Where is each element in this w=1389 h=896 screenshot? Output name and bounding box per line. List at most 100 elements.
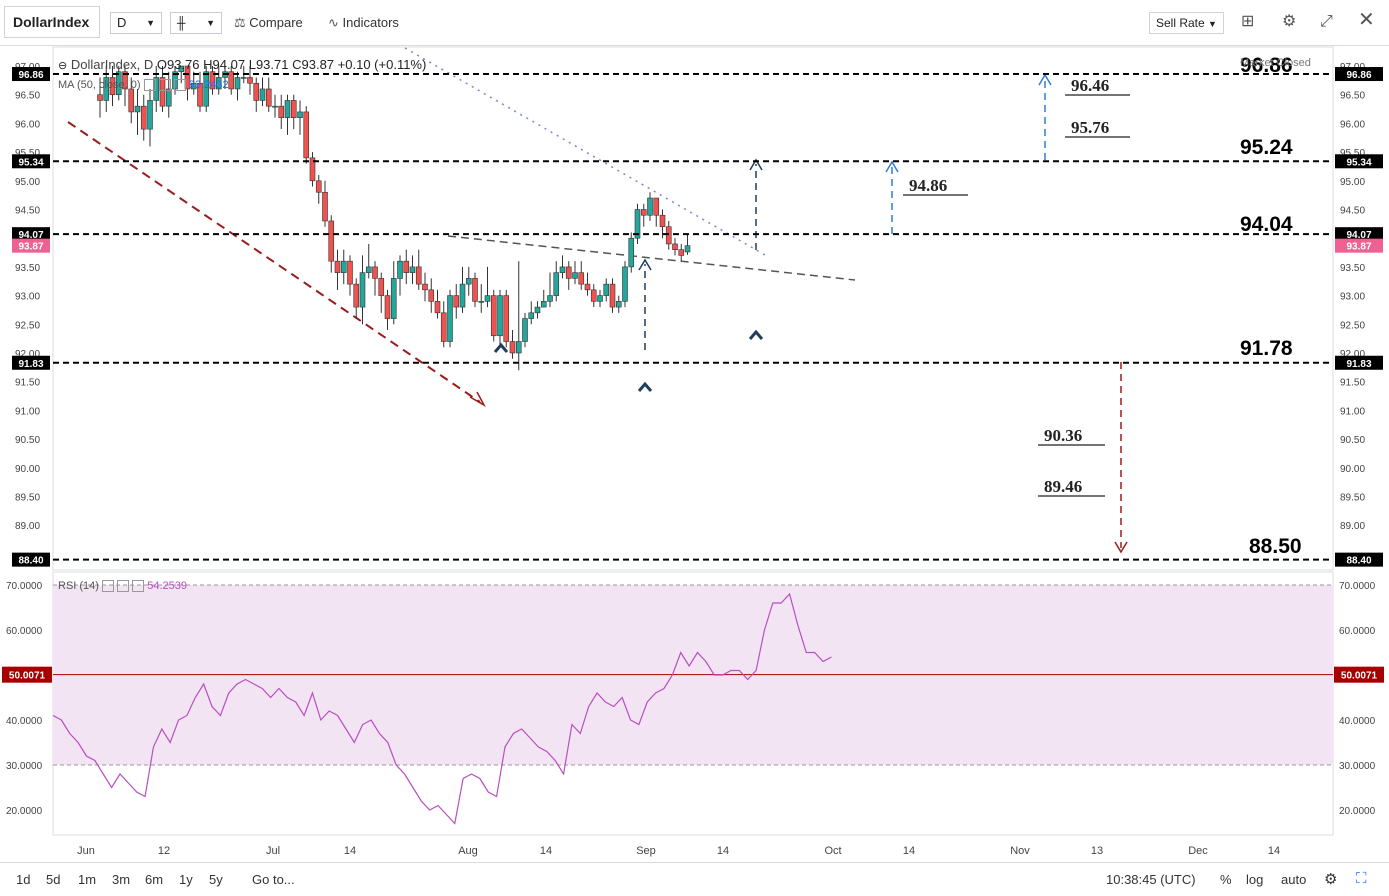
symbol-input[interactable]: DollarIndex (4, 6, 100, 38)
price-tick-label: 95.00 (1340, 177, 1365, 188)
price-tag-label: 95.34 (18, 157, 43, 168)
rsi-value: 54.2539 (147, 580, 187, 592)
candle-body (309, 157, 316, 182)
candle-body (190, 82, 197, 90)
candle-body (372, 266, 378, 279)
price-tick-label: 96.50 (15, 91, 40, 102)
candle-body (178, 65, 185, 73)
close-label: C (292, 57, 302, 72)
ma-label: MA (50, close, 0) (58, 79, 141, 91)
range-1m-button[interactable]: 1m (78, 872, 97, 887)
candle-body (384, 295, 391, 319)
indicators-button[interactable]: ∿ Indicators (328, 14, 399, 32)
candle-body (503, 295, 510, 342)
gear-icon[interactable]: ⚙ (1324, 871, 1338, 888)
interval-select[interactable]: D ▼ (110, 12, 162, 34)
gear-icon[interactable]: ⚙ (1282, 13, 1297, 30)
arrow-head-icon (885, 160, 899, 173)
candle-body (534, 306, 541, 314)
candle-body (247, 77, 253, 84)
candle-body (378, 278, 385, 296)
range-1y-button[interactable]: 1y (179, 872, 193, 887)
remove-icon[interactable] (173, 79, 186, 92)
price-tick-label: 91.00 (15, 406, 40, 417)
fullscreen-icon[interactable]: ⛶ (1356, 870, 1367, 887)
rsi-tick-label: 40.0000 (1339, 716, 1376, 727)
price-tick-label: 89.00 (15, 521, 40, 532)
arrow-head-icon (1114, 541, 1128, 554)
candle-body (303, 111, 310, 159)
low-label: L (248, 57, 256, 72)
candle-body (272, 105, 278, 108)
interval-value: D (117, 15, 127, 30)
price-tick-label: 92.50 (1340, 320, 1365, 331)
candle-body (290, 100, 297, 118)
settings-icon[interactable] (158, 79, 171, 92)
compare-button[interactable]: ⚖ Compare (234, 14, 303, 32)
range-6m-button[interactable]: 6m (145, 872, 164, 887)
log-toggle[interactable]: log (1246, 872, 1264, 887)
candle-body (365, 266, 372, 273)
close-icon[interactable]: ✕ (1358, 9, 1375, 31)
candle-body (253, 82, 260, 101)
candle-body (459, 283, 466, 308)
candle-body (165, 88, 172, 107)
level-annotation: 95.76 (1071, 118, 1109, 137)
candle-body (434, 301, 441, 314)
rsi-tick-label: 60.0000 (6, 626, 43, 637)
price-tag-label: 94.07 (18, 230, 43, 241)
range-5y-button[interactable]: 5y (209, 872, 223, 887)
price-tick-label: 92.00 (1340, 349, 1365, 360)
clock: 10:38:45 (UTC) (1106, 872, 1196, 887)
time-tick-label: Dec (1188, 845, 1208, 857)
price-tick-label: 91.00 (1340, 406, 1365, 417)
change-value: +0.10 (+0.11%) (337, 57, 427, 72)
chart-type-select[interactable]: ╫ ▼ (170, 12, 222, 34)
price-tick-label: 92.50 (15, 320, 40, 331)
eye-icon[interactable] (143, 79, 156, 92)
eye-icon[interactable] (102, 580, 115, 593)
open-value: 93.76 (166, 57, 200, 72)
candle-body (465, 278, 472, 285)
candle-body (265, 88, 272, 107)
fullscreen-icon[interactable]: ⤢ (1320, 13, 1333, 30)
candle-body (415, 266, 422, 285)
goto-button[interactable]: Go to... (252, 872, 295, 887)
candle-body (553, 272, 560, 296)
close-value: 93.87 (301, 57, 335, 72)
candle-body (328, 220, 335, 262)
price-tag-label: 96.86 (1346, 70, 1371, 81)
sell-rate-label: Sell Rate (1156, 16, 1205, 30)
indicators-label: Indicators (342, 15, 399, 30)
price-chart[interactable]: 97.0097.0096.5096.5096.0096.0095.5095.50… (0, 46, 1389, 862)
auto-toggle[interactable]: auto (1281, 872, 1307, 887)
price-pane (52, 46, 1334, 571)
range-1d-button[interactable]: 1d (16, 872, 31, 887)
price-tag (12, 238, 50, 253)
candle-body (315, 180, 322, 193)
time-tick-label: 14 (540, 845, 552, 857)
candle-body (209, 71, 216, 90)
candle-body (597, 295, 603, 302)
range-3m-button[interactable]: 3m (112, 872, 131, 887)
rsi-pane (52, 592, 832, 825)
candle-body (453, 295, 460, 308)
remove-icon[interactable] (132, 580, 145, 593)
candle-body (572, 272, 578, 279)
price-tick-label: 91.50 (15, 378, 40, 389)
candle-body (634, 209, 641, 239)
percent-toggle[interactable]: % (1220, 872, 1232, 887)
candle-body (497, 295, 503, 337)
sell-rate-select[interactable]: Sell Rate ▼ (1149, 12, 1224, 34)
layout-grid-icon[interactable]: ⊞ (1241, 13, 1255, 30)
candle-body (628, 237, 635, 268)
range-5d-button[interactable]: 5d (46, 872, 61, 887)
candle-body (397, 260, 403, 279)
candle-body (578, 272, 585, 285)
candle-body (659, 214, 666, 228)
market-status: Market Closed (1240, 57, 1311, 69)
price-tag (12, 552, 50, 567)
settings-icon[interactable] (117, 580, 130, 593)
candle-body (322, 191, 328, 222)
collapse-icon[interactable]: ⊖ (58, 60, 68, 72)
